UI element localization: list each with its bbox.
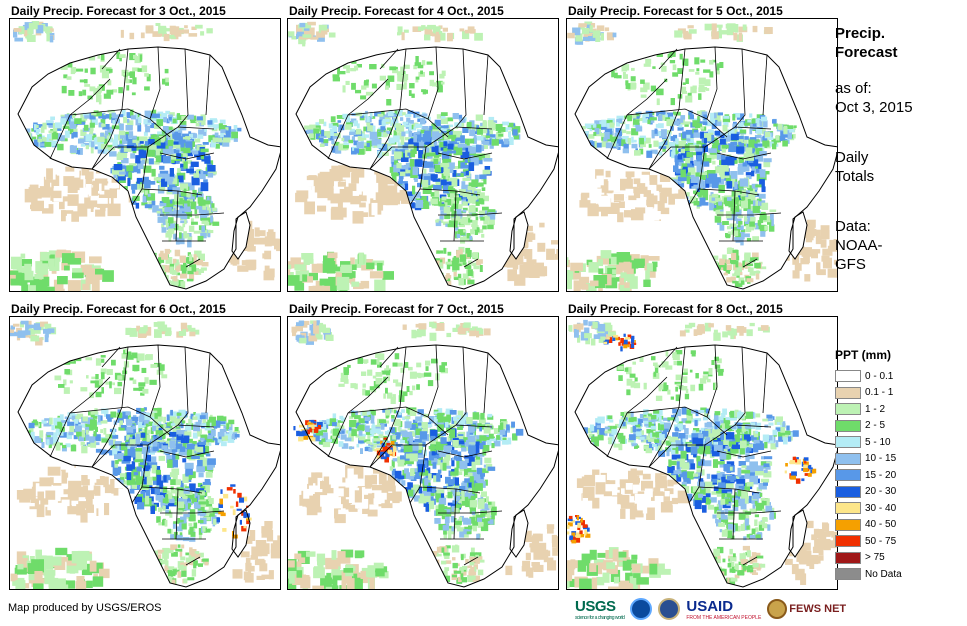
precip-map	[566, 316, 838, 590]
map-panel-oct-4: Daily Precip. Forecast for 4 Oct., 2015	[287, 0, 559, 300]
legend-title: PPT (mm)	[835, 348, 892, 362]
panel-title: Daily Precip. Forecast for 6 Oct., 2015	[11, 302, 226, 316]
usgs-logo-text: USGS	[575, 597, 616, 615]
legend-label: 50 - 75	[865, 535, 897, 547]
legend-item: 5 - 10	[835, 434, 902, 451]
legend-item: 0.1 - 1	[835, 385, 902, 402]
panel-title: Daily Precip. Forecast for 4 Oct., 2015	[289, 4, 504, 18]
fews-logo-text: FEWS NET	[789, 603, 847, 615]
fews-globe-icon	[767, 599, 788, 619]
map-panel-oct-8: Daily Precip. Forecast for 8 Oct., 2015	[566, 298, 838, 598]
legend-item: 1 - 2	[835, 401, 902, 418]
map-title-line2: Forecast	[835, 44, 898, 61]
legend-swatch	[835, 535, 861, 548]
asof-date: Oct 3, 2015	[835, 99, 913, 116]
totals-line2: Totals	[835, 168, 875, 185]
legend-swatch	[835, 518, 861, 531]
legend-label: 30 - 40	[865, 502, 897, 514]
legend-item: No Data	[835, 566, 902, 583]
precip-legend: PPT (mm) 0 - 0.1 0.1 - 1 1 - 2 2 - 5 5 - 10 1…	[835, 348, 902, 583]
legend-item: 50 - 75	[835, 533, 902, 550]
legend-swatch	[835, 551, 861, 564]
usgs-logo: USGS science for a changing world	[575, 597, 625, 621]
legend-swatch	[835, 386, 861, 399]
panel-title: Daily Precip. Forecast for 7 Oct., 2015	[289, 302, 504, 316]
legend-label: 0.1 - 1	[865, 387, 894, 399]
legend-label: 2 - 5	[865, 420, 886, 432]
legend-swatch	[835, 502, 861, 515]
panel-title: Daily Precip. Forecast for 5 Oct., 2015	[568, 4, 783, 18]
asof-label: as of:	[835, 80, 872, 97]
legend-swatch	[835, 452, 861, 465]
state-department-seal-icon	[658, 598, 681, 620]
legend-item: 10 - 15	[835, 451, 902, 468]
map-panel-oct-6: Daily Precip. Forecast for 6 Oct., 2015	[9, 298, 281, 598]
noaa-logo-icon	[630, 598, 653, 620]
precip-map	[287, 316, 559, 590]
legend-item: 0 - 0.1	[835, 368, 902, 385]
legend-swatch	[835, 485, 861, 498]
legend-swatch	[835, 370, 861, 383]
legend-swatch	[835, 469, 861, 482]
partner-logos: USGS science for a changing world USAID …	[575, 596, 846, 622]
legend-item: 30 - 40	[835, 500, 902, 517]
legend-swatch	[835, 403, 861, 416]
totals-line1: Daily	[835, 149, 869, 166]
legend-item: 15 - 20	[835, 467, 902, 484]
fews-net-logo: FEWS NET	[767, 599, 846, 619]
legend-swatch	[835, 436, 861, 449]
data-source-line2: NOAA-	[835, 237, 883, 254]
legend-label: 5 - 10	[865, 436, 891, 448]
legend-label: 10 - 15	[865, 453, 897, 465]
legend-label: No Data	[865, 568, 902, 580]
map-panel-oct-5: Daily Precip. Forecast for 5 Oct., 2015	[566, 0, 838, 300]
legend-item: > 75	[835, 550, 902, 567]
legend-label: 20 - 30	[865, 486, 897, 498]
precip-map	[287, 18, 559, 292]
panel-title: Daily Precip. Forecast for 3 Oct., 2015	[11, 4, 226, 18]
usaid-tagline: FROM THE AMERICAN PEOPLE	[686, 614, 762, 621]
legend-item: 20 - 30	[835, 484, 902, 501]
legend-label: 15 - 20	[865, 469, 897, 481]
legend-label: > 75	[865, 552, 885, 564]
map-info: Precip. Forecast as of: Oct 3, 2015 Dail…	[835, 24, 963, 274]
legend-swatch	[835, 419, 861, 432]
precip-map	[9, 316, 281, 590]
legend-label: 0 - 0.1	[865, 370, 894, 382]
precip-map	[9, 18, 281, 292]
data-source-line1: Data:	[835, 218, 871, 235]
map-title-line1: Precip.	[835, 25, 886, 42]
usaid-logo-text: USAID	[686, 597, 734, 615]
precip-map	[566, 18, 838, 292]
map-panel-oct-3: Daily Precip. Forecast for 3 Oct., 2015	[9, 0, 281, 300]
map-panel-oct-7: Daily Precip. Forecast for 7 Oct., 2015	[287, 298, 559, 598]
legend-item: 40 - 50	[835, 517, 902, 534]
panel-title: Daily Precip. Forecast for 8 Oct., 2015	[568, 302, 783, 316]
usgs-tagline: science for a changing world	[575, 614, 625, 621]
map-credit: Map produced by USGS/EROS	[8, 602, 162, 614]
legend-label: 40 - 50	[865, 519, 897, 531]
usaid-logo: USAID FROM THE AMERICAN PEOPLE	[686, 598, 761, 621]
legend-swatch	[835, 568, 861, 581]
data-source-line3: GFS	[835, 256, 866, 273]
legend-label: 1 - 2	[865, 403, 886, 415]
legend-item: 2 - 5	[835, 418, 902, 435]
